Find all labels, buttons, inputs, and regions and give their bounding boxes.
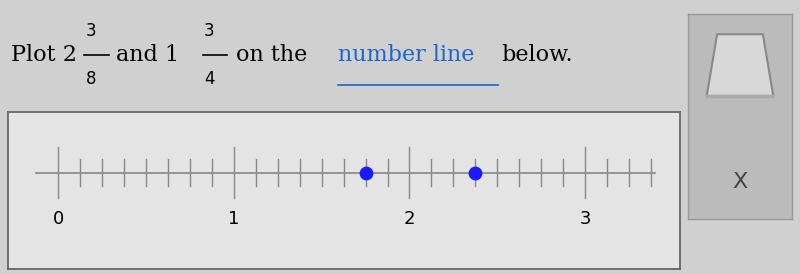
Text: Plot 2: Plot 2 xyxy=(10,44,77,66)
Text: X: X xyxy=(732,172,748,192)
Text: and 1: and 1 xyxy=(116,44,179,66)
Text: 3: 3 xyxy=(86,22,97,40)
Text: number line: number line xyxy=(338,44,474,66)
Text: on the: on the xyxy=(236,44,307,66)
Polygon shape xyxy=(706,34,774,96)
Point xyxy=(469,170,482,175)
Text: 3: 3 xyxy=(579,210,590,229)
Text: 0: 0 xyxy=(53,210,64,229)
Point xyxy=(359,170,372,175)
Text: 4: 4 xyxy=(204,70,214,88)
Text: 8: 8 xyxy=(86,70,96,88)
Text: 3: 3 xyxy=(204,22,214,40)
Text: 2: 2 xyxy=(404,210,415,229)
Text: below.: below. xyxy=(502,44,573,66)
Text: 1: 1 xyxy=(228,210,239,229)
